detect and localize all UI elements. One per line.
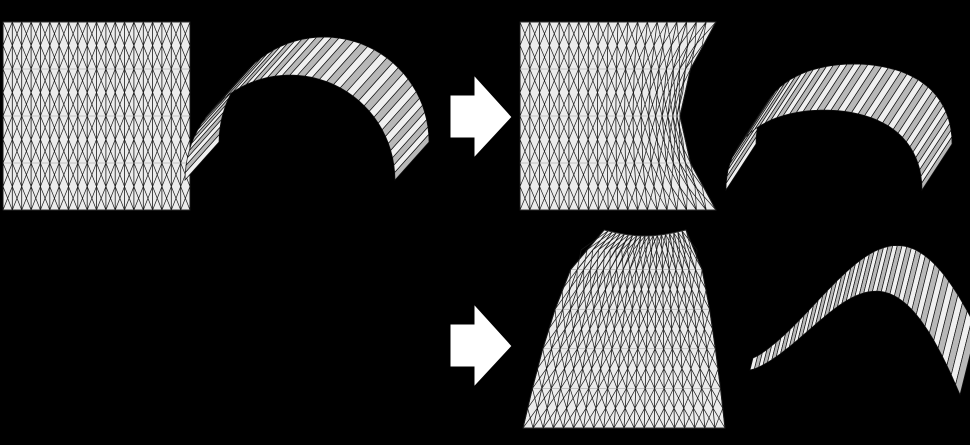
original-crease-pattern: [2, 21, 191, 211]
tapered-folded-shell: [749, 245, 970, 396]
modified-crease-pattern: [519, 21, 717, 211]
right-arrow-icon: [449, 302, 513, 389]
original-folded-vault: [184, 36, 430, 181]
right-arrow-icon: [449, 73, 513, 160]
tapered-crease-pattern: [522, 229, 726, 429]
modified-folded-vault: [725, 63, 953, 192]
